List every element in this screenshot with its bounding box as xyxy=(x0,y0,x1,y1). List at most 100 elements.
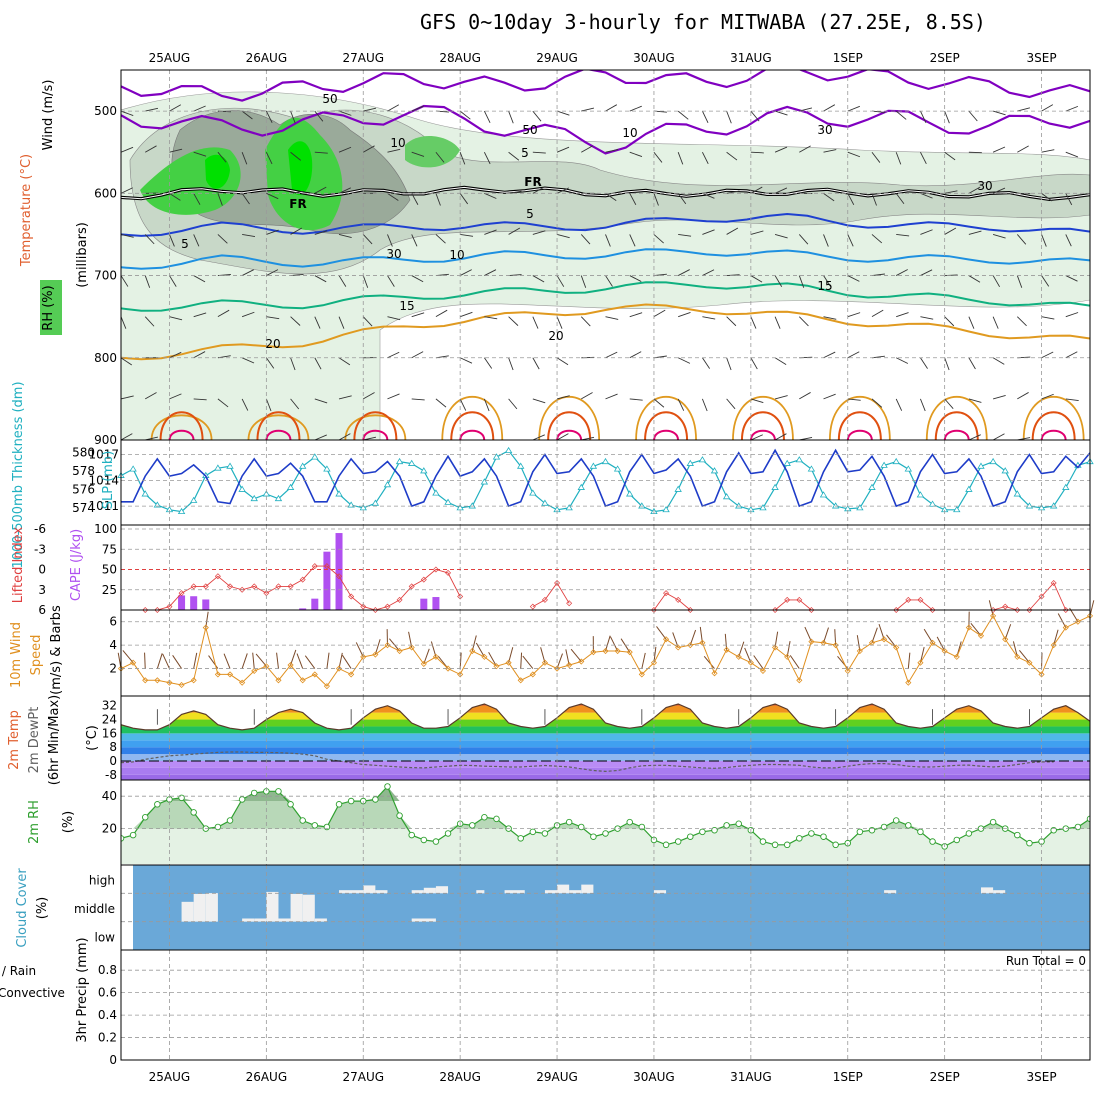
rh-point xyxy=(529,828,537,836)
wind-barb xyxy=(290,151,302,161)
wind-barb xyxy=(1041,275,1050,287)
isotherm-surface-loop xyxy=(644,411,689,440)
wind-barb xyxy=(145,107,159,112)
wind-barb xyxy=(726,151,738,161)
cape-bar xyxy=(311,598,319,610)
li-line xyxy=(1029,582,1067,611)
wind-speed-point xyxy=(202,624,209,631)
wind-barb xyxy=(823,192,835,202)
wind-barb xyxy=(1089,152,1090,153)
wind-barb xyxy=(871,151,881,163)
wind-barb xyxy=(363,145,375,153)
wind-barb-10m xyxy=(459,652,462,669)
rh-point xyxy=(723,822,730,829)
li-point xyxy=(445,569,452,576)
li-line xyxy=(653,592,691,611)
wind-barb-10m xyxy=(923,628,933,644)
wind-barb xyxy=(314,230,328,235)
cloud-level-label: middle xyxy=(74,902,115,916)
wind-barb xyxy=(895,193,905,205)
wind-barb xyxy=(411,151,425,157)
millibars-axis-label: (millibars) xyxy=(75,222,90,288)
wind-barb xyxy=(895,269,908,276)
top-day-label: 27AUG xyxy=(342,51,384,65)
wind-barb xyxy=(992,234,1006,239)
wind-speed-point xyxy=(602,647,609,655)
cape-bar xyxy=(323,551,331,610)
wind-barb xyxy=(823,104,836,112)
thickness-point xyxy=(444,498,452,505)
wind-barb xyxy=(823,351,836,359)
cloud-bar xyxy=(544,890,558,894)
wind-barb xyxy=(1065,351,1078,359)
wind-speed-point xyxy=(190,677,197,684)
wind-barb xyxy=(677,357,691,364)
isotherm-surface-loop xyxy=(344,414,407,440)
isotherm-surface-loop xyxy=(732,395,794,440)
wind-speed-point xyxy=(662,636,670,643)
rh-point xyxy=(372,796,379,803)
wind-barb-10m xyxy=(508,647,514,663)
li-point xyxy=(917,596,924,603)
temp-band xyxy=(121,754,1090,761)
thickness-tick-label: 578 xyxy=(72,464,95,478)
rh-point xyxy=(626,818,633,826)
precip-tick-label: 0.4 xyxy=(98,1008,117,1022)
wind-barb-10m xyxy=(522,655,534,669)
wind-speed-point xyxy=(990,612,997,619)
wind-barb xyxy=(484,439,486,440)
wind-barb xyxy=(798,275,805,288)
wind-barb xyxy=(968,230,982,235)
wind-speed-point xyxy=(796,677,803,684)
rh-point xyxy=(335,801,343,808)
wind-barb-10m xyxy=(540,647,546,663)
wind-barb xyxy=(992,357,1005,365)
wind-barb xyxy=(774,187,788,194)
wind-barb xyxy=(678,233,692,237)
isotherm-surface-loop xyxy=(256,411,301,440)
temp-band xyxy=(121,747,1090,755)
temp-axis-label: Temperature (°C) xyxy=(19,154,34,267)
thickness-tick-label: 574 xyxy=(72,501,95,515)
thickness-point xyxy=(129,465,137,472)
wind-barb xyxy=(1017,107,1031,112)
wind-barb xyxy=(920,357,928,369)
wind-barb xyxy=(1089,357,1090,358)
wind-barb xyxy=(193,312,207,318)
rh-point xyxy=(299,817,306,824)
wind-barb xyxy=(459,398,467,411)
wind-barb-10m xyxy=(970,623,982,637)
wind-barb xyxy=(169,439,171,440)
isotherm-surface-loop xyxy=(846,429,873,440)
contour-label: 30 xyxy=(817,123,832,137)
wind-barb xyxy=(992,316,999,329)
wind-barb-10m xyxy=(656,626,667,640)
wind-barb xyxy=(459,357,473,364)
wind-barb xyxy=(121,357,133,366)
wind-speed-point xyxy=(953,653,960,660)
wind-barb xyxy=(968,434,981,440)
wind-barb xyxy=(920,192,933,199)
rh-point xyxy=(469,822,476,829)
wind-barb xyxy=(847,151,861,158)
rh-axis-label: RH (%) xyxy=(41,285,56,330)
wind-barb xyxy=(484,192,497,199)
contour-label: FR xyxy=(524,175,541,189)
isotherm-surface-loop xyxy=(459,429,486,440)
cloud-bar xyxy=(375,890,388,894)
pressure-tick-label: 900 xyxy=(94,433,117,447)
isotherm-surface-loop xyxy=(749,429,776,440)
temp-band xyxy=(121,740,1090,748)
wind-barb xyxy=(774,433,787,440)
rh-point xyxy=(590,833,597,840)
wind-barb xyxy=(944,151,956,161)
wind-barb xyxy=(290,398,300,410)
wind-barb xyxy=(920,152,927,165)
contour-label: 10 xyxy=(390,136,405,150)
cloud-bar xyxy=(363,885,376,894)
wind-barb xyxy=(217,439,219,440)
rh-point xyxy=(493,815,500,823)
wind-speed-point xyxy=(687,642,694,649)
temp-tick-label: 8 xyxy=(109,740,117,754)
